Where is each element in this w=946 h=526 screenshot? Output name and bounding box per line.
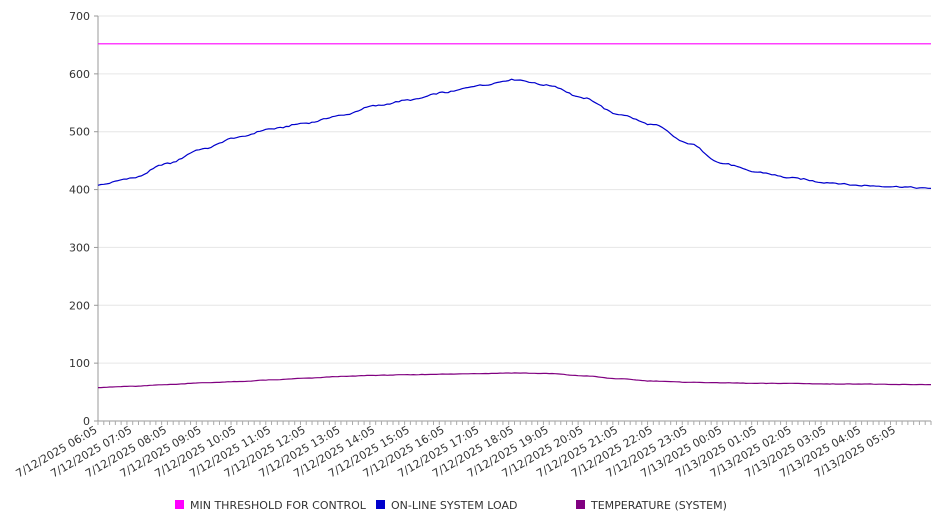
- y-tick-label: 500: [69, 126, 90, 139]
- gridlines: [98, 15, 931, 422]
- y-tick-label: 300: [69, 241, 90, 254]
- y-tick-label: 600: [69, 68, 90, 81]
- legend-label: TEMPERATURE (SYSTEM): [590, 499, 727, 512]
- axes: [94, 15, 932, 425]
- y-tick-label: 100: [69, 357, 90, 370]
- series-line-temperature-system: [98, 372, 931, 389]
- y-tick-label: 400: [69, 184, 90, 197]
- series-line-on-line-system-load: [97, 78, 932, 189]
- legend: MIN THRESHOLD FOR CONTROL ON-LINE SYSTEM …: [175, 499, 727, 512]
- x-tick-labels: 7/12/2025 06:057/12/2025 07:057/12/2025 …: [14, 423, 898, 480]
- legend-label: MIN THRESHOLD FOR CONTROL: [190, 499, 367, 512]
- series-lines: [97, 43, 932, 389]
- y-tick-labels: 0 100 200 300 400 500 600 700: [69, 10, 90, 428]
- legend-swatch: [376, 500, 385, 509]
- y-tick-label: 200: [69, 299, 90, 312]
- y-tick-label: 0: [83, 415, 90, 428]
- y-tick-label: 700: [69, 10, 90, 23]
- legend-label: ON-LINE SYSTEM LOAD: [391, 499, 517, 512]
- legend-swatch: [576, 500, 585, 509]
- legend-swatch: [175, 500, 184, 509]
